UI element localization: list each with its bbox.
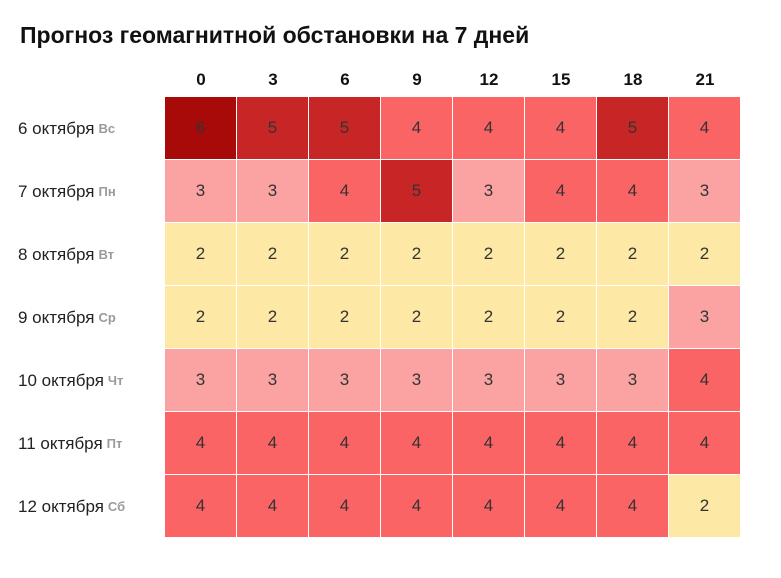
heatmap-cell: 2 <box>381 223 453 286</box>
row-weekday: Пн <box>98 184 116 199</box>
hour-tick-label: 0 <box>196 70 206 89</box>
heatmap-cell: 3 <box>597 349 669 412</box>
heatmap-cell: 3 <box>669 160 741 223</box>
row-label: 9 октября Ср <box>18 286 116 349</box>
heatmap-cell: 3 <box>309 349 381 412</box>
heatmap-cell: 4 <box>597 412 669 475</box>
heatmap-cell: 4 <box>597 160 669 223</box>
heatmap-cell: 2 <box>453 223 525 286</box>
heatmap-cell: 3 <box>453 160 525 223</box>
row-weekday: Ср <box>98 310 116 325</box>
heatmap-cell: 2 <box>237 223 309 286</box>
heatmap-cell: 4 <box>309 412 381 475</box>
heatmap-row: 12 октября Сб 4 4 4 4 4 4 4 2 <box>0 475 781 538</box>
chart-title: Прогноз геомагнитной обстановки на 7 дне… <box>20 22 530 48</box>
row-date: 12 октября <box>18 496 104 516</box>
heatmap-cell: 3 <box>669 286 741 349</box>
heatmap-cell: 4 <box>381 412 453 475</box>
heatmap-row: 11 октября Пт 4 4 4 4 4 4 4 4 <box>0 412 781 475</box>
row-label: 12 октября Сб <box>18 475 125 538</box>
hour-tick-label: 21 <box>695 70 715 89</box>
heatmap-cell: 4 <box>525 412 597 475</box>
heatmap-cell: 4 <box>237 412 309 475</box>
heatmap-cell: 2 <box>165 286 237 349</box>
heatmap-cell: 4 <box>381 475 453 538</box>
heatmap-cell: 3 <box>165 160 237 223</box>
heatmap-cell: 4 <box>165 475 237 538</box>
row-label: 6 октября Вс <box>18 97 115 160</box>
heatmap-cell: 2 <box>597 286 669 349</box>
heatmap-cell: 4 <box>381 97 453 160</box>
hour-tick-label: 15 <box>551 70 571 89</box>
heatmap-cell: 4 <box>597 475 669 538</box>
heatmap-cell: 4 <box>309 160 381 223</box>
heatmap-cell: 2 <box>453 286 525 349</box>
heatmap-cell: 4 <box>525 475 597 538</box>
heatmap-cell: 2 <box>237 286 309 349</box>
heatmap-row: 10 октября Чт 3 3 3 3 3 3 3 4 <box>0 349 781 412</box>
heatmap-cell: 4 <box>309 475 381 538</box>
heatmap-cell: 5 <box>237 97 309 160</box>
row-label: 11 октября Пт <box>18 412 122 475</box>
row-weekday: Сб <box>107 499 126 514</box>
heatmap-cell: 4 <box>453 475 525 538</box>
row-label: 10 октября Чт <box>18 349 123 412</box>
heatmap-row: 7 октября Пн 3 3 4 5 3 4 4 3 <box>0 160 781 223</box>
heatmap-cell: 2 <box>525 286 597 349</box>
heatmap-cell: 3 <box>165 349 237 412</box>
heatmap-cell: 3 <box>237 349 309 412</box>
heatmap-row: 8 октября Вт 2 2 2 2 2 2 2 2 <box>0 223 781 286</box>
heatmap-cell: 2 <box>669 223 741 286</box>
row-weekday: Вт <box>98 247 115 262</box>
row-date: 10 октября <box>18 370 104 390</box>
hour-tick-label: 3 <box>268 70 278 89</box>
row-weekday: Пт <box>106 436 123 451</box>
hour-tick-label: 18 <box>623 70 643 89</box>
heatmap-cell: 4 <box>669 412 741 475</box>
heatmap-cell: 2 <box>669 475 741 538</box>
row-weekday: Вс <box>98 121 116 136</box>
heatmap-row: 6 октября Вс 6 5 5 4 4 4 5 4 <box>0 97 781 160</box>
heatmap-cell: 4 <box>669 97 741 160</box>
heatmap-cell: 5 <box>381 160 453 223</box>
heatmap-cell: 4 <box>237 475 309 538</box>
heatmap-grid: 6 октября Вс 6 5 5 4 4 4 5 4 7 октября Пн 3 3 4 5 3 4 4 3 8 … <box>0 97 781 538</box>
row-label: 7 октября Пн <box>18 160 116 223</box>
heatmap-cell: 2 <box>309 286 381 349</box>
row-weekday: Чт <box>107 373 124 388</box>
heatmap-row: 9 октября Ср 2 2 2 2 2 2 2 3 <box>0 286 781 349</box>
row-date: 11 октября <box>18 433 103 453</box>
heatmap-cell: 6 <box>165 97 237 160</box>
heatmap-cell: 5 <box>309 97 381 160</box>
heatmap-cell: 4 <box>669 349 741 412</box>
hour-tick-label: 12 <box>479 70 499 89</box>
hour-tick-label: 6 <box>340 70 350 89</box>
heatmap-cell: 2 <box>597 223 669 286</box>
heatmap-cell: 2 <box>381 286 453 349</box>
heatmap-cell: 3 <box>453 349 525 412</box>
row-date: 7 октября <box>18 181 95 201</box>
row-date: 6 октября <box>18 118 95 138</box>
row-date: 8 октября <box>18 244 95 264</box>
heatmap-cell: 3 <box>381 349 453 412</box>
heatmap-cell: 5 <box>597 97 669 160</box>
heatmap-cell: 4 <box>525 160 597 223</box>
row-date: 9 октября <box>18 307 95 327</box>
row-label: 8 октября Вт <box>18 223 114 286</box>
heatmap-cell: 4 <box>165 412 237 475</box>
heatmap-cell: 3 <box>237 160 309 223</box>
heatmap-cell: 2 <box>309 223 381 286</box>
heatmap-cell: 2 <box>165 223 237 286</box>
hour-axis: 0 3 6 9 12 15 18 21 <box>165 70 741 94</box>
heatmap-cell: 4 <box>453 412 525 475</box>
hour-tick-label: 9 <box>412 70 422 89</box>
heatmap-cell: 4 <box>525 97 597 160</box>
heatmap-cell: 2 <box>525 223 597 286</box>
heatmap-cell: 4 <box>453 97 525 160</box>
heatmap-cell: 3 <box>525 349 597 412</box>
